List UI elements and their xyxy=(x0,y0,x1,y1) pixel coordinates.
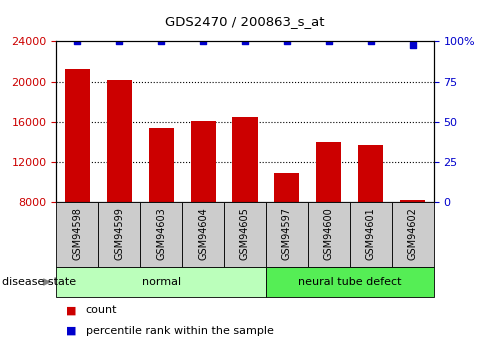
Point xyxy=(367,39,375,44)
Text: GSM94604: GSM94604 xyxy=(198,207,208,260)
Text: GSM94605: GSM94605 xyxy=(240,207,250,260)
Bar xyxy=(56,202,98,267)
Bar xyxy=(274,173,299,202)
Bar xyxy=(392,202,434,267)
Bar xyxy=(98,202,140,267)
Bar xyxy=(56,267,266,297)
Text: disease state: disease state xyxy=(2,277,76,287)
Bar xyxy=(350,202,392,267)
Bar xyxy=(65,69,90,202)
Text: ■: ■ xyxy=(66,326,76,335)
Bar xyxy=(358,145,383,202)
Text: percentile rank within the sample: percentile rank within the sample xyxy=(86,326,273,335)
Bar xyxy=(266,267,434,297)
Bar xyxy=(224,202,266,267)
Point xyxy=(157,39,165,44)
Bar xyxy=(140,202,182,267)
Text: neural tube defect: neural tube defect xyxy=(298,277,402,287)
Text: GDS2470 / 200863_s_at: GDS2470 / 200863_s_at xyxy=(165,16,325,29)
Text: GSM94599: GSM94599 xyxy=(114,207,124,260)
Text: GSM94601: GSM94601 xyxy=(366,207,376,260)
Bar xyxy=(266,202,308,267)
Point xyxy=(409,42,416,47)
Point xyxy=(283,39,291,44)
Bar xyxy=(191,121,216,202)
Text: normal: normal xyxy=(142,277,181,287)
Text: ■: ■ xyxy=(66,305,76,315)
Text: count: count xyxy=(86,305,117,315)
Bar xyxy=(107,79,132,202)
Bar xyxy=(308,202,350,267)
Text: GSM94602: GSM94602 xyxy=(408,207,417,260)
Point xyxy=(199,39,207,44)
Bar xyxy=(400,200,425,202)
Bar xyxy=(232,117,258,202)
Text: GSM94598: GSM94598 xyxy=(73,207,82,260)
Point xyxy=(241,39,249,44)
Point xyxy=(74,39,81,44)
Bar xyxy=(148,128,174,202)
Point xyxy=(115,39,123,44)
Text: GSM94600: GSM94600 xyxy=(324,207,334,260)
Bar xyxy=(182,202,224,267)
Text: GSM94603: GSM94603 xyxy=(156,207,166,260)
Bar xyxy=(316,142,342,202)
Point xyxy=(325,39,333,44)
Text: GSM94597: GSM94597 xyxy=(282,207,292,260)
